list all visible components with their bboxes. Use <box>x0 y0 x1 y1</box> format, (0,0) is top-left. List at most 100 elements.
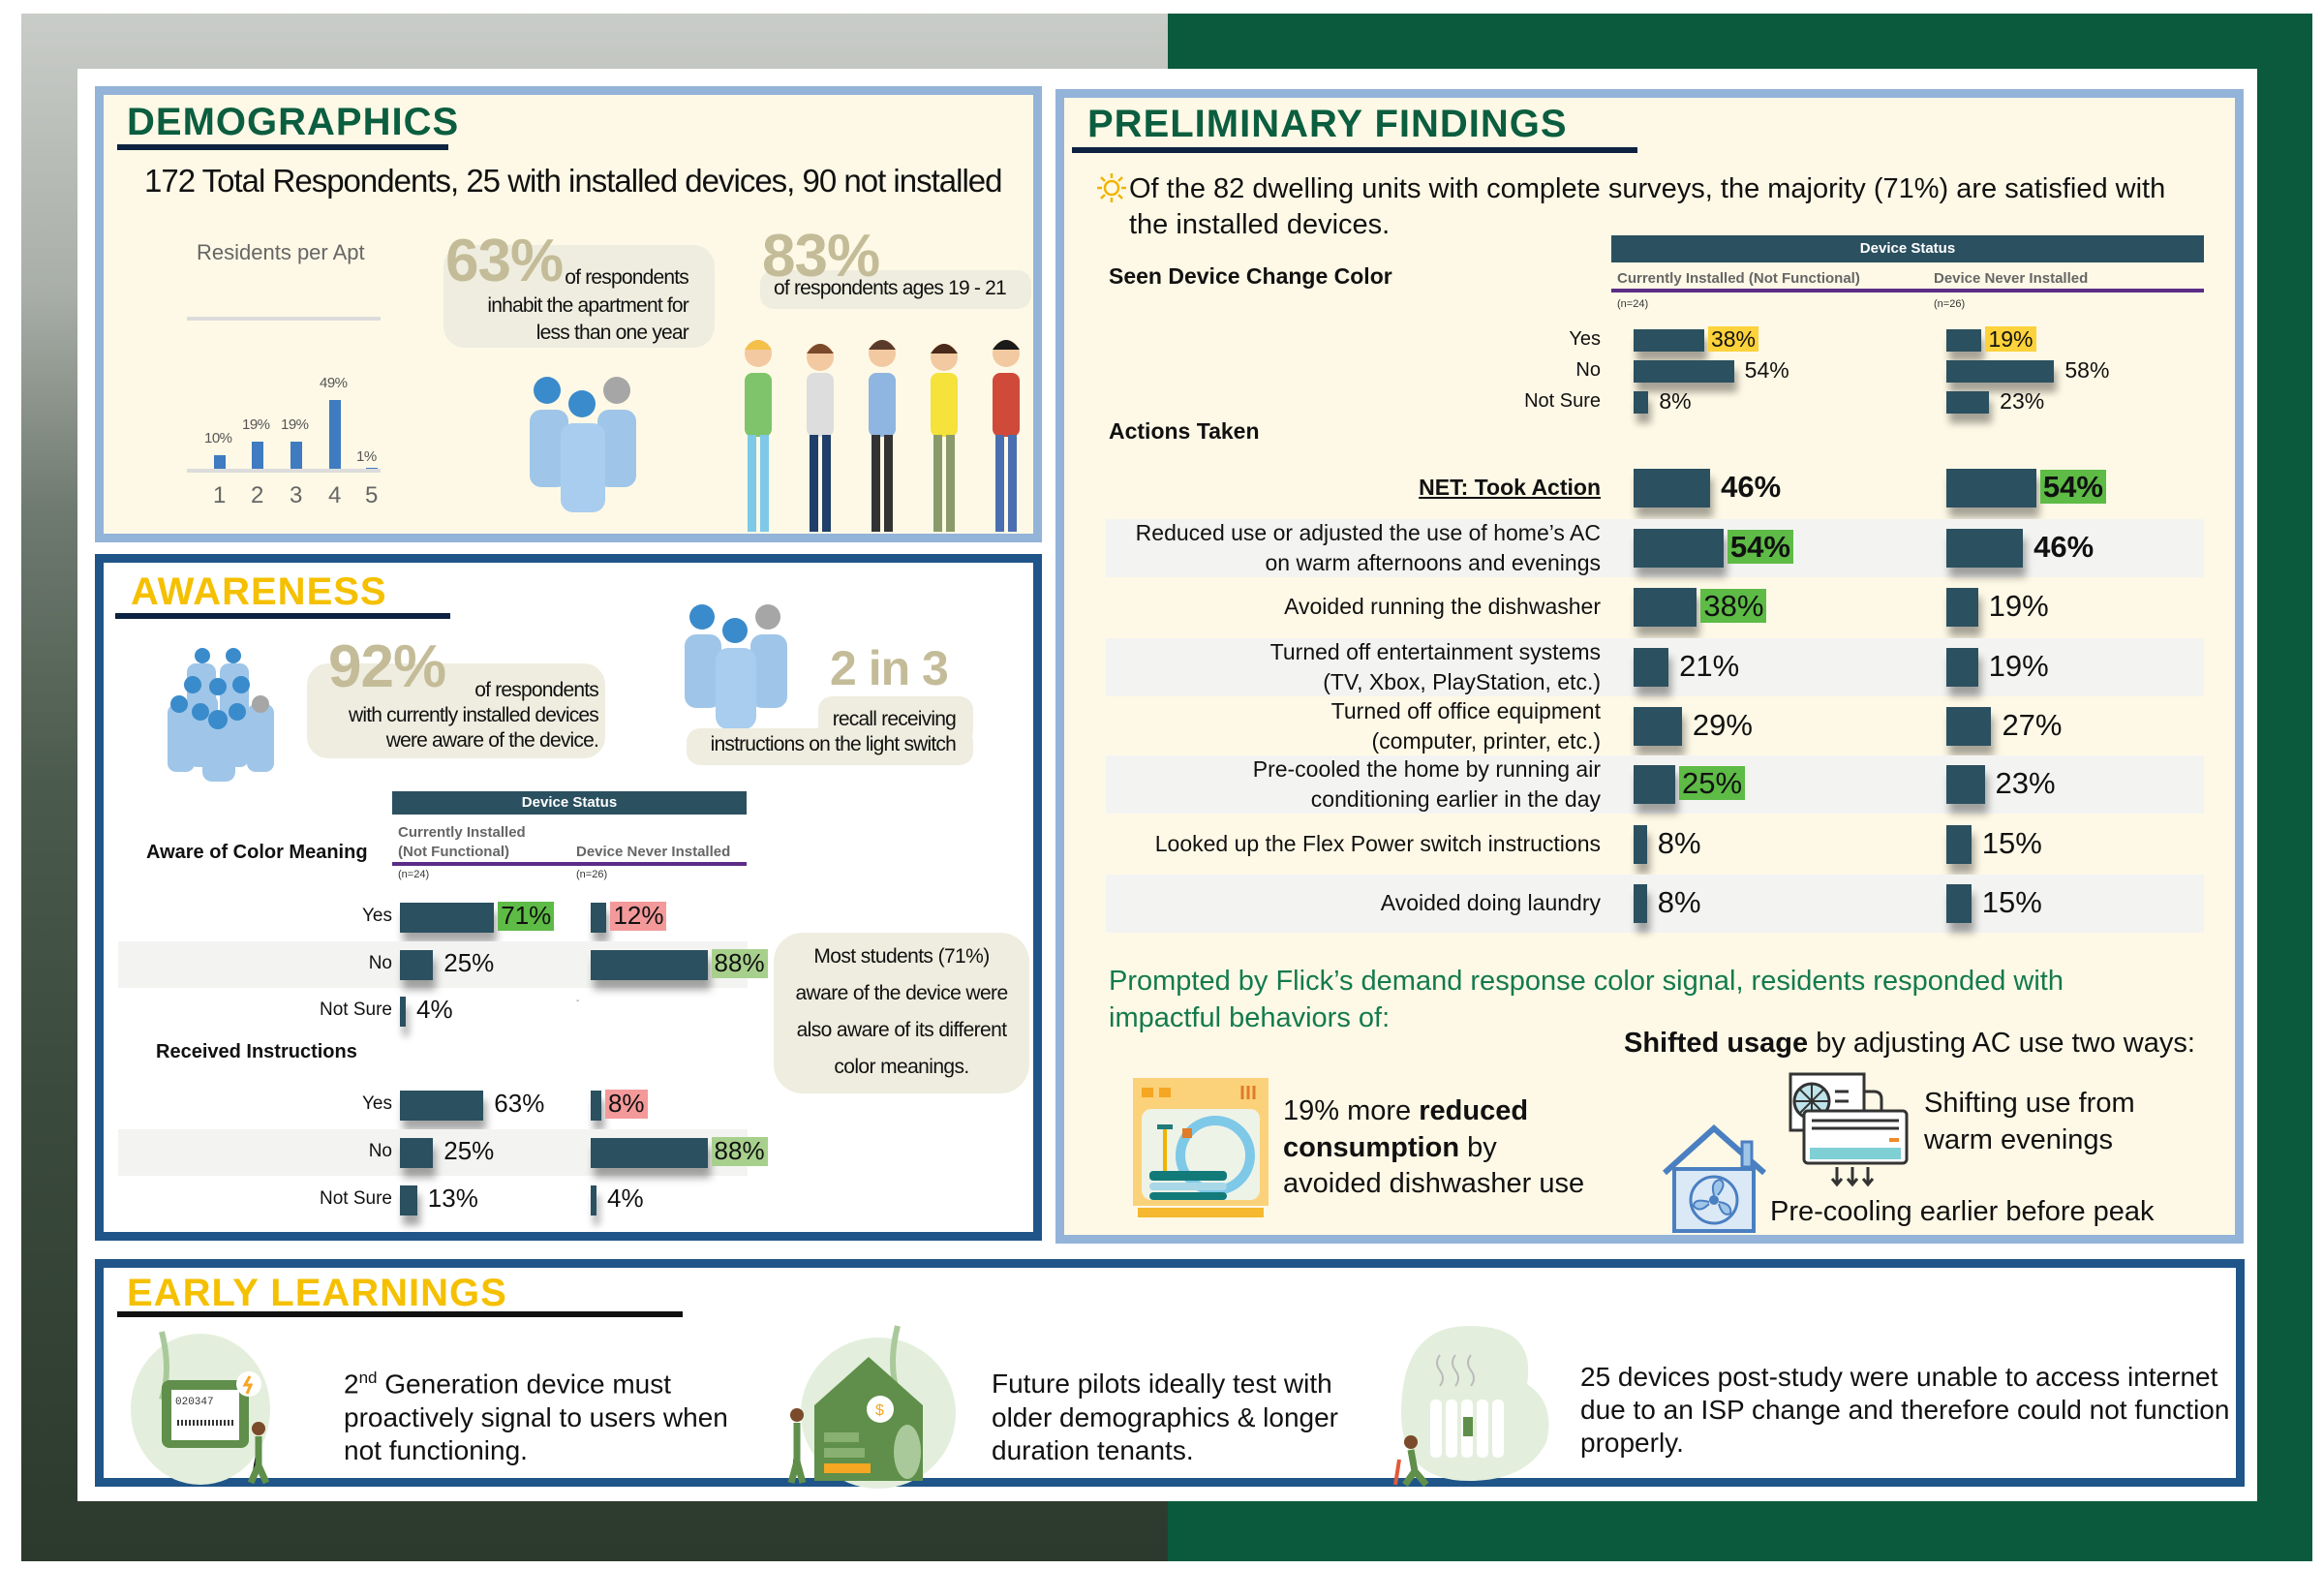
row-stripe <box>1106 875 2204 933</box>
bar-never-installed <box>591 1137 708 1168</box>
respondents-summary: 172 Total Respondents, 25 with installed… <box>144 163 1003 199</box>
residents-bar <box>290 442 302 469</box>
action-label: Looked up the Flex Power switch instruct… <box>1154 830 1601 856</box>
title-underline <box>115 613 450 619</box>
bar-currently-installed <box>400 996 406 1027</box>
dishwasher-icon <box>1133 1078 1269 1217</box>
bar-never-installed <box>1946 390 1990 414</box>
tenure-stat-line2: inhabit the apartment for <box>487 294 688 317</box>
learning1-line2: proactively signal to users when <box>344 1402 728 1432</box>
row-label: No <box>368 953 392 974</box>
student-figure <box>931 344 958 532</box>
air-conditioner-icon <box>1789 1072 1909 1187</box>
bar-currently-installed <box>1634 529 1724 568</box>
action-label-line2: on warm afternoons and evenings <box>1265 550 1602 575</box>
prompted-line1: Prompted by Flick’s demand response colo… <box>1109 966 2064 997</box>
bar-currently-installed <box>400 949 434 980</box>
action-label: Reduced use or adjusted the use of home’… <box>1135 520 1601 546</box>
residents-per-apt-chart: 10% 1 19% 2 19% 3 49% 4 1% 5 <box>187 289 381 511</box>
bar-value-label: 19% <box>1988 648 2049 683</box>
learning1-line1: 2nd Generation device must <box>344 1369 671 1400</box>
aware-stat-line1: of respondents <box>474 679 599 701</box>
bar-never-installed <box>1946 359 2055 383</box>
lightbulb-icon <box>1097 173 1126 202</box>
bar-currently-installed <box>1634 884 1647 923</box>
column-divider <box>392 862 747 866</box>
col-installed-n: (n=24) <box>398 869 430 880</box>
col-never-installed-label: Device Never Installed <box>1934 270 2089 287</box>
bar-never-installed <box>1946 707 1992 746</box>
student-figure <box>993 340 1020 532</box>
col-never-installed-label: Device Never Installed <box>576 844 731 860</box>
radiator-icon <box>1393 1326 1549 1488</box>
instructions-title: Received Instructions <box>156 1041 357 1062</box>
bar-never-installed <box>1946 529 2024 568</box>
bar-currently-installed <box>400 1090 484 1121</box>
awareness-bars: Yes 71% 12% No 25% 88% Not Sure 4% - Yes 63% 8% No 25… <box>104 563 1033 1241</box>
bar-never-installed <box>1946 469 2036 508</box>
bar-value-label: 54% <box>2039 469 2106 505</box>
col-installed-label: Currently Installed (Not Functional) <box>1617 270 1860 287</box>
bar-never-installed <box>591 1090 601 1121</box>
student-figure <box>869 340 896 532</box>
bar-value-label: 46% <box>2034 529 2095 564</box>
residents-bar <box>214 454 226 469</box>
bar-never-installed <box>1946 765 1985 804</box>
age-stat-text: of respondents ages 19 - 21 <box>774 277 1007 299</box>
bar-value-label: 25% <box>443 1135 495 1165</box>
smart-meter-icon: 020347 <box>131 1331 270 1485</box>
title-underline <box>1072 147 1637 153</box>
aware-stat-box <box>307 663 605 758</box>
bar-value-label: 38% <box>1707 325 1758 353</box>
aware-stat-line3: were aware of the device. <box>385 729 599 752</box>
bar-value-label: 88% <box>711 1136 768 1166</box>
early-learnings-panel: EARLY LEARNINGS 020347 2nd Generation de… <box>95 1259 2245 1489</box>
bar-never-installed <box>1946 825 1972 864</box>
tenure-stat-line3: less than one year <box>535 322 689 344</box>
bar-value-label: 88% <box>711 948 768 978</box>
bar-currently-installed <box>1634 825 1647 864</box>
chart-top-line <box>187 317 381 321</box>
house-fan-icon <box>1662 1124 1766 1233</box>
learning3-line2: due to an ISP change and therefore could… <box>1580 1395 2230 1425</box>
bar-value-label: 71% <box>498 901 555 931</box>
findings-bars: Yes 38% 19% No 54% 58% Not Sure 8% 23% NET: Took … <box>1064 98 2226 969</box>
bar-value-label: 8% <box>1657 884 1701 919</box>
action-label-line2: conditioning earlier in the day <box>1310 786 1601 812</box>
tenure-stat-line1: of respondents <box>565 266 689 289</box>
col-never-n: (n=26) <box>1934 298 1966 310</box>
residents-bar-label: 10% <box>204 429 232 446</box>
bar-value-label: 27% <box>2002 707 2063 742</box>
recall-stat-line1: recall receiving <box>832 708 957 730</box>
shifted-bold: Shifted usage <box>1624 1028 1809 1059</box>
shift-line1: Shifting use from <box>1924 1088 2135 1119</box>
action-label: NET: Took Action <box>1419 474 1601 500</box>
bar-never-installed <box>591 1184 596 1215</box>
shift-line2: warm evenings <box>1924 1124 2114 1155</box>
crowd-icon <box>168 648 274 782</box>
learning2-line2: older demographics & longer <box>992 1402 1338 1432</box>
awareness-title: AWARENESS <box>131 570 387 613</box>
residents-bar-label: 49% <box>320 374 348 391</box>
dishwasher-line2: consumption by <box>1283 1132 1497 1164</box>
bar-value-label: 8% <box>604 1089 648 1119</box>
residents-bar <box>252 442 263 469</box>
recall-stat-box-top <box>818 696 973 745</box>
residents-bar-label: 19% <box>242 416 270 434</box>
bar-value-label: 4% <box>416 994 453 1024</box>
seen-color-title: Seen Device Change Color <box>1109 263 1392 289</box>
bar-value-label: 63% <box>494 1088 545 1118</box>
device-status-header: Device Status <box>1611 235 2204 262</box>
callout-line4: color meanings. <box>834 1056 969 1078</box>
learning3-line3: properly. <box>1580 1428 1684 1458</box>
student-figure <box>745 340 772 532</box>
title-underline <box>117 1311 683 1317</box>
action-label: Avoided doing laundry <box>1380 889 1601 915</box>
energy-rating-house-icon: $ <box>787 1325 956 1489</box>
col-never-n: (n=26) <box>576 869 608 880</box>
chart-baseline <box>187 469 381 473</box>
bar-value-label: 12% <box>610 901 667 931</box>
col-installed-label-1: Currently Installed <box>398 824 526 841</box>
student-figure <box>807 344 834 532</box>
row-label: No <box>368 1141 392 1162</box>
